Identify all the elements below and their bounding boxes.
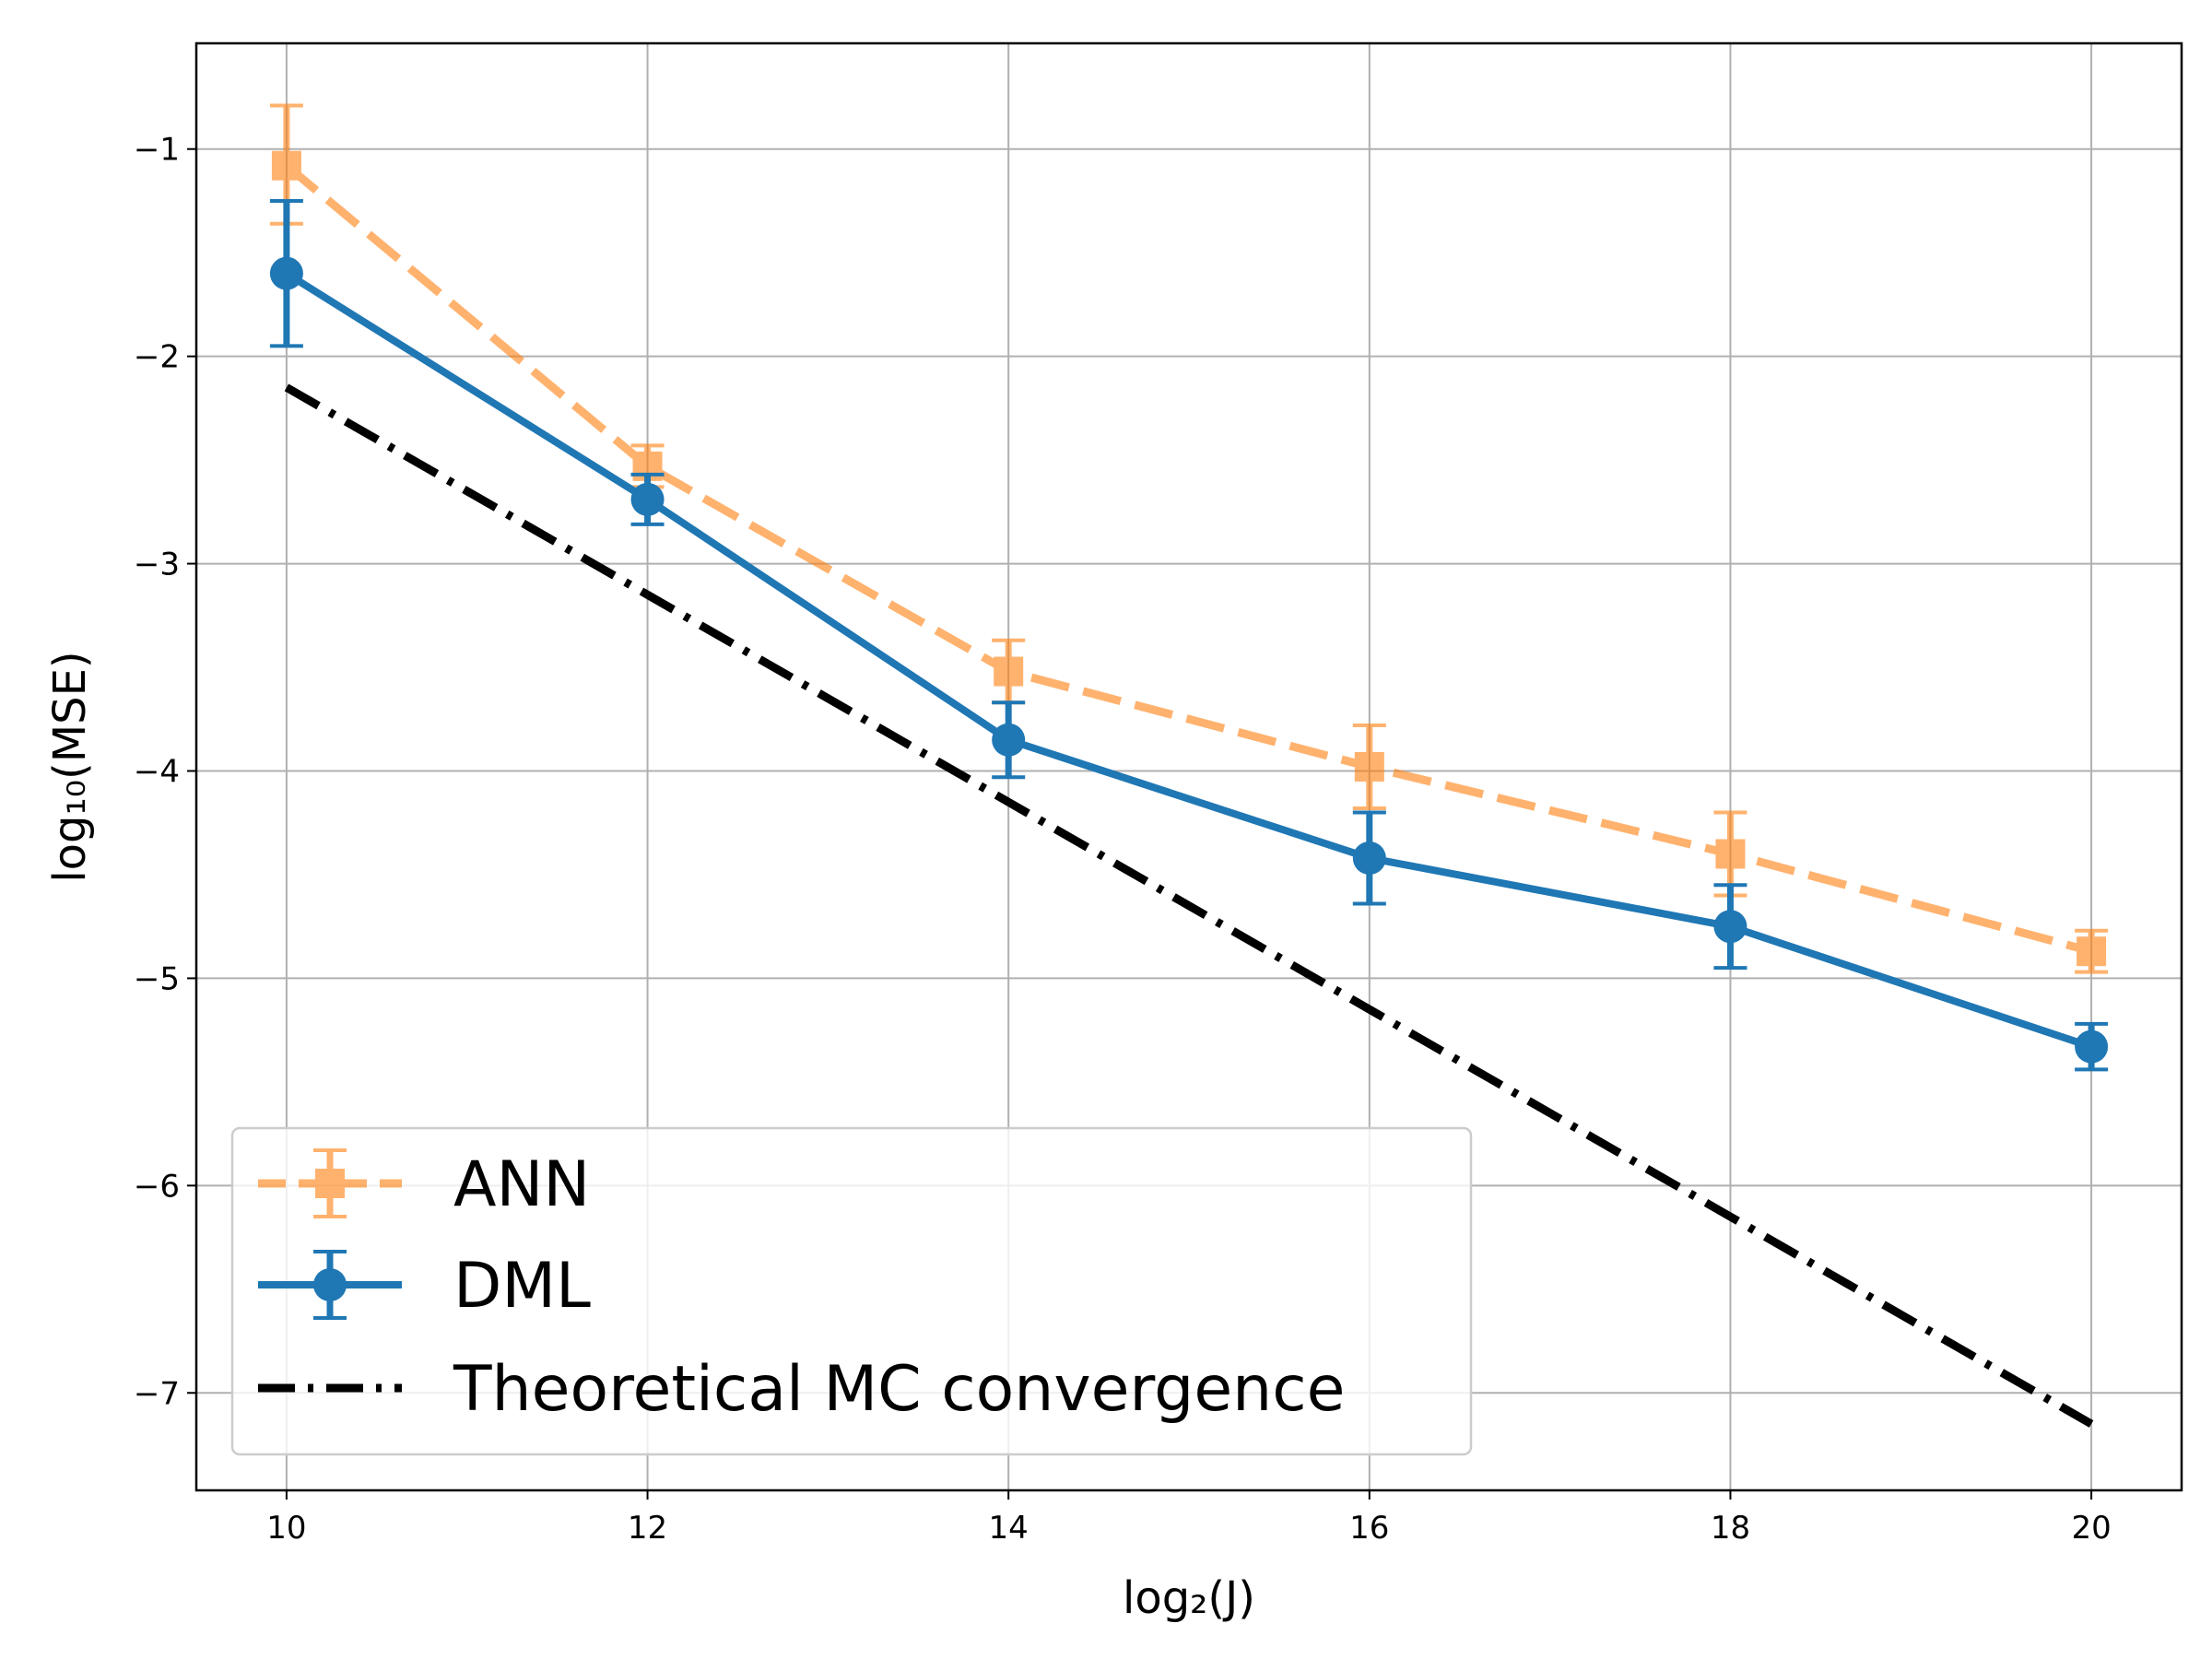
y-tick-label: −7 <box>134 1375 180 1412</box>
x-tick-label: 12 <box>628 1510 667 1547</box>
point-dml <box>269 256 303 290</box>
legend-label-ann: ANN <box>453 1148 590 1221</box>
series-theoretical <box>284 383 2094 1428</box>
series-dml <box>269 198 2109 1072</box>
point-ann <box>271 150 301 181</box>
axis-ticks: 10 12 14 16 18 20 −1 −2 −3 −4 −5 −6 −7 <box>134 132 2112 1547</box>
point-dml <box>1713 910 1747 944</box>
y-tick-label: −2 <box>134 339 180 376</box>
legend-item-ann <box>258 1148 402 1218</box>
point-dml <box>1352 841 1386 875</box>
legend-marker-ann <box>315 1169 345 1198</box>
series-line-ann <box>284 162 2093 956</box>
legend-box <box>230 1126 1473 1456</box>
point-dml <box>2075 1030 2109 1064</box>
legend-label-dml: DML <box>453 1250 591 1323</box>
point-dml <box>992 723 1026 757</box>
legend-marker-dml <box>313 1268 347 1301</box>
series-line-dml <box>284 270 2093 1051</box>
y-tick-label: −3 <box>134 547 180 583</box>
y-axis-label: log₁₀(MSE) <box>44 651 96 882</box>
x-axis-label: log₂(J) <box>1123 1572 1255 1624</box>
point-ann <box>1354 752 1384 782</box>
legend: ANN DML Theoretical MC convergence <box>230 1126 1473 1456</box>
x-tick-label: 16 <box>1349 1510 1389 1547</box>
legend-label-theoretical: Theoretical MC convergence <box>453 1353 1346 1426</box>
point-ann <box>1715 839 1746 869</box>
series-layer <box>269 103 2109 1428</box>
x-tick-label: 10 <box>266 1510 306 1547</box>
point-ann <box>2077 936 2107 967</box>
y-tick-label: −4 <box>134 753 180 790</box>
x-tick-label: 14 <box>989 1510 1029 1547</box>
point-ann <box>994 656 1024 687</box>
legend-item-dml <box>258 1250 402 1320</box>
x-tick-label: 20 <box>2071 1510 2111 1547</box>
series-ann <box>269 103 2109 974</box>
y-tick-label: −6 <box>134 1168 180 1205</box>
plot-frame <box>194 41 2183 1492</box>
x-tick-label: 18 <box>1711 1510 1750 1547</box>
series-line-theoretical <box>284 383 2094 1428</box>
y-tick-label: −1 <box>134 132 180 169</box>
point-dml <box>630 482 665 516</box>
y-tick-label: −5 <box>134 960 180 997</box>
